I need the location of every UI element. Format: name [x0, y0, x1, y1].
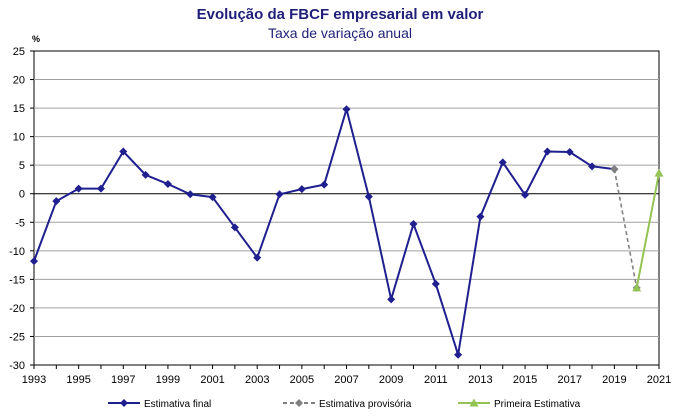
series-1-point — [208, 193, 217, 202]
chart-title: Evolução da FBCF empresarial em valor — [196, 6, 484, 23]
series-1-point — [96, 184, 105, 193]
series-1-point — [52, 197, 61, 206]
series-1-point — [74, 184, 83, 193]
series-1-point — [431, 279, 440, 288]
series-line-1 — [33, 105, 615, 356]
series-3-point — [654, 168, 664, 177]
series-line-2 — [613, 169, 638, 289]
x-tick-label: 2019 — [602, 374, 626, 386]
y-tick-label: 15 — [13, 103, 25, 115]
series-line-3 — [635, 172, 660, 289]
y-tick-label: -20 — [9, 303, 25, 315]
series-1-point — [275, 190, 284, 199]
x-tick-label: 1993 — [22, 374, 46, 386]
x-tick-label: 2009 — [379, 374, 403, 386]
series-1-point — [141, 170, 150, 179]
series-1-point — [543, 147, 552, 156]
x-tick-label: 1995 — [66, 374, 90, 386]
x-tick-label: 2013 — [468, 374, 492, 386]
x-tick-label: 2001 — [200, 374, 224, 386]
legend-marker-3 — [469, 398, 479, 407]
x-tick-label: 2011 — [424, 374, 448, 386]
chart-subtitle: Taxa de variação anual — [268, 25, 412, 41]
y-tick-label: -10 — [9, 246, 25, 258]
x-tick-label: 1999 — [156, 374, 180, 386]
x-tick-label: 2003 — [245, 374, 269, 386]
legend-label-1: Estimativa final — [144, 399, 211, 410]
plot-area — [33, 50, 660, 366]
series-1-point — [387, 295, 396, 304]
series-1-point — [297, 185, 306, 194]
legend-label-3: Primeira Estimativa — [494, 399, 581, 410]
legend-label-2: Estimativa provisória — [319, 399, 412, 410]
series-3-point — [632, 283, 642, 292]
series-1-point — [588, 162, 597, 171]
series-1-point — [498, 158, 507, 167]
x-tick-label: 1997 — [111, 374, 135, 386]
series-1-point — [186, 190, 195, 199]
y-tick-label: -25 — [9, 331, 25, 343]
y-tick-label: 25 — [13, 46, 25, 58]
y-tick-label: 0 — [19, 189, 25, 201]
y-axis-label: % — [32, 34, 40, 44]
series-1-point — [253, 253, 262, 262]
x-tick-label: 2021 — [647, 374, 671, 386]
y-tick-label: -30 — [9, 360, 25, 372]
series-1-point — [409, 219, 418, 228]
y-tick-label: -5 — [15, 217, 25, 229]
series-2-point — [610, 165, 619, 174]
series-1-point — [521, 190, 530, 199]
series-1-point — [30, 257, 38, 266]
x-tick-label: 2017 — [557, 374, 581, 386]
series-1-point — [119, 147, 128, 156]
y-tick-label: 10 — [13, 132, 25, 144]
y-tick-label: 5 — [19, 160, 25, 172]
series-1-point — [364, 192, 373, 201]
series-1-point — [454, 350, 463, 359]
y-tick-label: 20 — [13, 75, 25, 87]
legend-marker-1 — [120, 399, 128, 407]
series-1-point — [342, 105, 351, 114]
series-1-point — [565, 148, 574, 157]
x-tick-label: 2007 — [334, 374, 358, 386]
y-tick-label: -15 — [9, 274, 25, 286]
legend-marker-2 — [295, 399, 303, 407]
series-1-point — [320, 180, 329, 189]
series-1-point — [163, 180, 172, 189]
x-tick-label: 2005 — [290, 374, 314, 386]
series-1-point — [230, 223, 239, 232]
series-1-point — [476, 212, 485, 221]
x-tick-label: 2015 — [513, 374, 537, 386]
